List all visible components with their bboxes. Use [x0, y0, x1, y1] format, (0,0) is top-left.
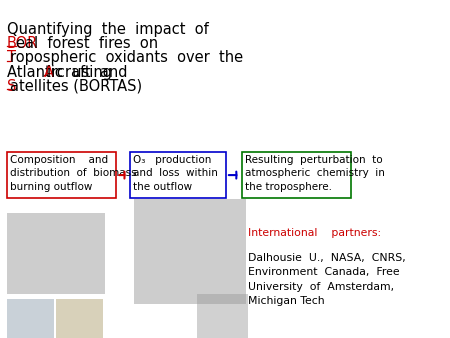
- Text: T: T: [7, 50, 16, 65]
- Text: ropospheric  oxidants  over  the: ropospheric oxidants over the: [10, 50, 243, 65]
- Text: Composition    and
distribution  of  biomass
burning outflow: Composition and distribution of biomass …: [10, 155, 136, 192]
- Text: atellites (BORTAS): atellites (BORTAS): [10, 79, 142, 94]
- Text: Resulting  perturbation  to
atmospheric  chemistry  in
the troposphere.: Resulting perturbation to atmospheric ch…: [245, 155, 385, 192]
- Text: A: A: [44, 65, 54, 79]
- FancyBboxPatch shape: [7, 152, 117, 198]
- FancyBboxPatch shape: [197, 294, 248, 338]
- Text: Dalhousie  U.,  NASA,  CNRS,
Environment  Canada,  Free
University  of  Amsterda: Dalhousie U., NASA, CNRS, Environment Ca…: [248, 254, 406, 306]
- FancyBboxPatch shape: [242, 152, 351, 198]
- Text: Quantifying  the  impact  of: Quantifying the impact of: [7, 22, 208, 37]
- FancyBboxPatch shape: [7, 299, 54, 338]
- Text: International    partners:: International partners:: [248, 228, 382, 238]
- Text: S: S: [7, 79, 16, 94]
- Text: O₃   production
and  loss  within
the outflow: O₃ production and loss within the outflo…: [133, 155, 218, 192]
- FancyBboxPatch shape: [7, 213, 105, 294]
- FancyBboxPatch shape: [130, 152, 226, 198]
- FancyBboxPatch shape: [56, 299, 103, 338]
- Text: ircraft  and: ircraft and: [47, 65, 128, 79]
- Text: eal  forest  fires  on: eal forest fires on: [16, 36, 158, 51]
- Text: Atlantic  using: Atlantic using: [7, 65, 121, 79]
- FancyBboxPatch shape: [134, 199, 246, 304]
- Text: BOR: BOR: [7, 36, 38, 51]
